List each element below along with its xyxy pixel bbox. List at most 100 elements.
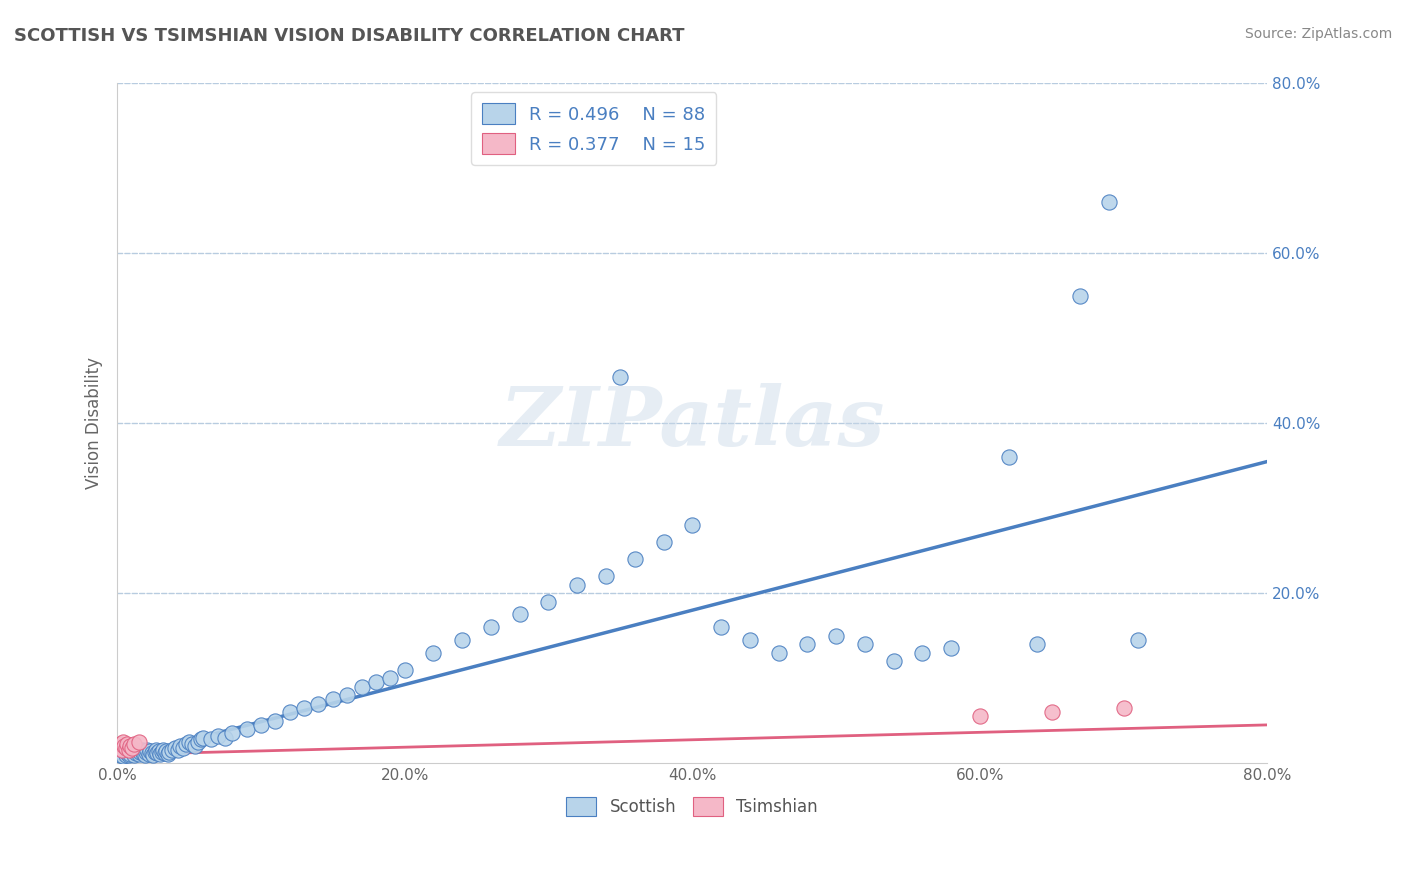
Point bbox=[128, 747, 150, 761]
Point bbox=[537, 595, 560, 609]
Point bbox=[114, 747, 136, 762]
Point bbox=[595, 569, 617, 583]
Point bbox=[350, 680, 373, 694]
Point bbox=[117, 746, 139, 760]
Point bbox=[422, 646, 444, 660]
Point bbox=[190, 732, 212, 747]
Point bbox=[150, 745, 173, 759]
Text: ZIPatlas: ZIPatlas bbox=[499, 384, 884, 463]
Point bbox=[121, 740, 143, 755]
Point bbox=[111, 749, 134, 764]
Point bbox=[1069, 289, 1091, 303]
Point bbox=[122, 745, 145, 759]
Point bbox=[120, 739, 142, 753]
Point bbox=[163, 740, 186, 755]
Point bbox=[1098, 195, 1121, 210]
Text: SCOTTISH VS TSIMSHIAN VISION DISABILITY CORRELATION CHART: SCOTTISH VS TSIMSHIAN VISION DISABILITY … bbox=[14, 27, 685, 45]
Point bbox=[148, 744, 170, 758]
Point bbox=[738, 632, 761, 647]
Point bbox=[380, 671, 402, 685]
Point bbox=[139, 744, 162, 758]
Point bbox=[114, 740, 136, 755]
Point bbox=[138, 747, 160, 761]
Point bbox=[110, 746, 132, 760]
Point bbox=[134, 747, 156, 762]
Text: Source: ZipAtlas.com: Source: ZipAtlas.com bbox=[1244, 27, 1392, 41]
Point bbox=[124, 747, 146, 762]
Point bbox=[184, 739, 207, 753]
Point bbox=[141, 746, 163, 760]
Point bbox=[768, 646, 790, 660]
Point bbox=[364, 675, 387, 690]
Point bbox=[567, 578, 589, 592]
Point bbox=[143, 745, 166, 759]
Point bbox=[451, 632, 474, 647]
Point bbox=[160, 743, 183, 757]
Point bbox=[112, 739, 135, 753]
Point bbox=[609, 369, 631, 384]
Point bbox=[939, 641, 962, 656]
Point bbox=[111, 735, 134, 749]
Point bbox=[911, 646, 934, 660]
Point bbox=[142, 747, 165, 762]
Point bbox=[124, 738, 146, 752]
Point bbox=[1026, 637, 1049, 651]
Point bbox=[153, 746, 176, 760]
Point bbox=[174, 738, 197, 752]
Point bbox=[118, 743, 141, 757]
Point bbox=[336, 688, 359, 702]
Point bbox=[221, 726, 243, 740]
Point bbox=[112, 743, 135, 757]
Point bbox=[117, 738, 139, 752]
Point bbox=[200, 732, 222, 747]
Point bbox=[235, 722, 257, 736]
Point bbox=[292, 701, 315, 715]
Point bbox=[1040, 705, 1063, 719]
Point bbox=[132, 746, 155, 760]
Point bbox=[152, 742, 174, 756]
Point bbox=[322, 692, 344, 706]
Point bbox=[121, 743, 143, 757]
Point bbox=[278, 705, 301, 719]
Point bbox=[166, 742, 188, 756]
Point bbox=[997, 450, 1019, 465]
Point bbox=[155, 744, 177, 758]
Point bbox=[145, 743, 167, 757]
Point bbox=[108, 747, 131, 762]
Point bbox=[157, 745, 180, 759]
Point bbox=[120, 747, 142, 761]
Point bbox=[1126, 632, 1149, 647]
Point bbox=[710, 620, 733, 634]
Point bbox=[131, 743, 153, 757]
Point bbox=[108, 738, 131, 752]
Point bbox=[250, 718, 273, 732]
Point bbox=[479, 620, 502, 634]
Point bbox=[169, 739, 191, 753]
Point bbox=[107, 740, 129, 755]
Point bbox=[214, 731, 236, 745]
Point bbox=[110, 743, 132, 757]
Point bbox=[177, 735, 200, 749]
Point bbox=[118, 748, 141, 763]
Point bbox=[623, 552, 645, 566]
Point bbox=[187, 735, 209, 749]
Point bbox=[128, 735, 150, 749]
Point bbox=[127, 744, 149, 758]
Point bbox=[136, 743, 159, 757]
Point bbox=[883, 654, 905, 668]
Point bbox=[264, 714, 287, 728]
Legend: Scottish, Tsimshian: Scottish, Tsimshian bbox=[560, 790, 825, 822]
Y-axis label: Vision Disability: Vision Disability bbox=[86, 358, 103, 490]
Point bbox=[125, 746, 148, 760]
Point bbox=[135, 745, 157, 759]
Point bbox=[149, 747, 172, 761]
Point bbox=[181, 738, 204, 752]
Point bbox=[681, 518, 703, 533]
Point bbox=[825, 629, 848, 643]
Point bbox=[394, 663, 416, 677]
Point bbox=[129, 745, 152, 759]
Point bbox=[193, 731, 215, 745]
Point bbox=[652, 535, 675, 549]
Point bbox=[308, 697, 330, 711]
Point bbox=[969, 709, 991, 723]
